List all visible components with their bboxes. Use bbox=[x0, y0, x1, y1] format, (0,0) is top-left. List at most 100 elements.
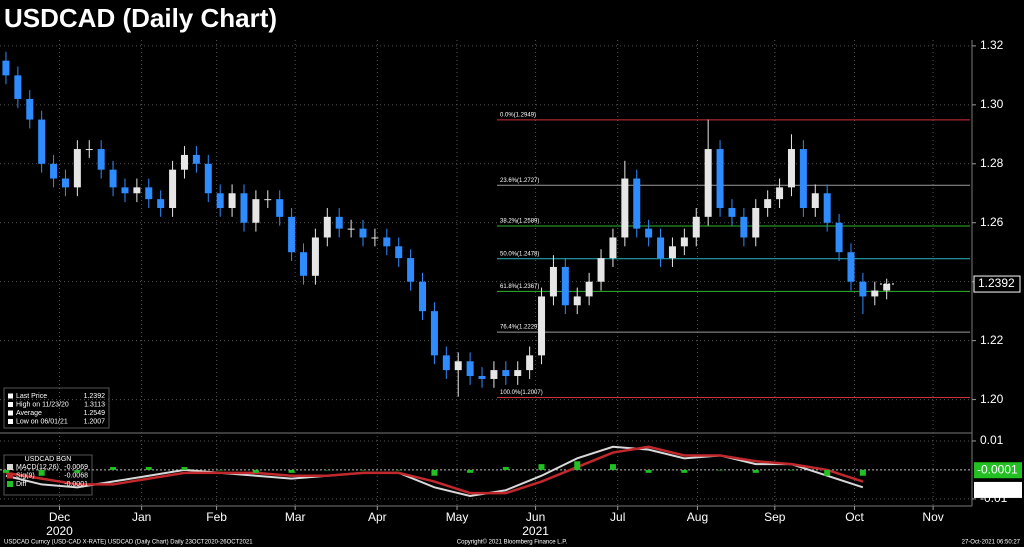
diff-bar bbox=[788, 469, 795, 471]
candle-body bbox=[466, 361, 474, 376]
candle-body bbox=[121, 187, 129, 194]
x-tick-label: May bbox=[446, 510, 469, 524]
footer-left: USDCAD Curncy (USD-CAD X-RATE) USDCAD (D… bbox=[4, 540, 253, 546]
stats-label: Average bbox=[16, 410, 42, 417]
candle-body bbox=[347, 228, 355, 230]
diff-bar bbox=[824, 469, 831, 476]
candle-body bbox=[585, 281, 593, 297]
candle-body bbox=[419, 281, 427, 312]
y-tick-label: 1.32 bbox=[980, 38, 1004, 52]
fib-label: 38.2%(1.2589) bbox=[500, 219, 539, 225]
legend-swatch bbox=[7, 481, 13, 487]
stats-marker bbox=[8, 402, 13, 407]
candle-body bbox=[538, 296, 546, 356]
candle-body bbox=[323, 216, 331, 238]
stats-value: 1.2549 bbox=[84, 410, 106, 417]
candle-body bbox=[728, 208, 736, 217]
diff-bar bbox=[502, 467, 509, 470]
diff-bar bbox=[2, 469, 9, 473]
macd-legend-title: USDCAD BGN bbox=[25, 456, 72, 463]
diff-bar bbox=[752, 469, 759, 473]
diff-bar bbox=[609, 464, 616, 470]
candle-body bbox=[73, 149, 81, 188]
fib-label: 76.4%(1.2229) bbox=[500, 325, 539, 331]
diff-bar bbox=[681, 469, 688, 473]
footer-center: Copyright© 2021 Bloomberg Finance L.P. bbox=[457, 539, 568, 546]
diff-bar bbox=[645, 469, 652, 473]
stats-value: 1.2007 bbox=[84, 418, 106, 425]
diff-bar bbox=[145, 467, 152, 470]
legend-swatch bbox=[7, 464, 13, 470]
candle-body bbox=[180, 154, 188, 170]
candle-body bbox=[109, 169, 117, 188]
candle-body bbox=[252, 199, 260, 223]
candle-body bbox=[740, 216, 748, 238]
diff-bar bbox=[717, 469, 724, 471]
candle-body bbox=[680, 237, 688, 247]
y-tick-label: 1.22 bbox=[980, 333, 1004, 347]
stats-box bbox=[3, 387, 110, 429]
candle-body bbox=[787, 149, 795, 188]
candle-body bbox=[61, 178, 69, 188]
diff-bar bbox=[181, 467, 188, 470]
diff-bar bbox=[217, 469, 224, 471]
candle-body bbox=[133, 187, 141, 194]
legend-label: Diff bbox=[16, 481, 26, 488]
year-label: 2020 bbox=[46, 524, 73, 538]
diff-bar bbox=[38, 469, 45, 476]
candle-body bbox=[97, 149, 105, 170]
candle-body bbox=[359, 228, 367, 238]
candle-body bbox=[502, 370, 510, 376]
last-value-label: -0.0001 bbox=[977, 462, 1018, 476]
candle-body bbox=[692, 216, 700, 238]
y-tick-label: 0.01 bbox=[980, 433, 1004, 447]
candle-body bbox=[847, 252, 855, 282]
diff-bar bbox=[859, 469, 866, 476]
x-tick-label: Sep bbox=[764, 510, 786, 524]
candle-body bbox=[514, 370, 522, 376]
candle-body bbox=[157, 199, 165, 208]
diff-bar bbox=[252, 469, 259, 473]
candle-body bbox=[145, 187, 153, 200]
x-tick-label: Mar bbox=[285, 510, 306, 524]
candle-body bbox=[335, 216, 343, 229]
candle-body bbox=[490, 370, 498, 379]
last-value-box bbox=[974, 481, 1022, 498]
x-tick-label: Jan bbox=[132, 510, 151, 524]
candle-body bbox=[526, 355, 534, 371]
y-tick-label: 1.28 bbox=[980, 156, 1004, 170]
candle-body bbox=[764, 199, 772, 208]
diff-bar bbox=[574, 461, 581, 470]
chart-title: USDCAD (Daily Chart) bbox=[4, 3, 277, 33]
fib-label: 50.0%(1.2478) bbox=[500, 251, 539, 257]
candle-body bbox=[799, 149, 807, 208]
x-tick-label: Nov bbox=[922, 510, 943, 524]
candle-body bbox=[645, 228, 653, 238]
candle-body bbox=[561, 266, 569, 306]
candle-body bbox=[478, 376, 486, 379]
footer-right: 27-Oct-2021 06:50:27 bbox=[962, 540, 1021, 546]
diff-bar bbox=[431, 469, 438, 476]
last-value-box bbox=[974, 462, 1022, 479]
candle-body bbox=[383, 237, 391, 247]
x-tick-label: Jul bbox=[610, 510, 625, 524]
candle-body bbox=[311, 237, 319, 276]
candle-body bbox=[371, 237, 379, 239]
last-value-label: -0.0069 bbox=[977, 482, 1018, 496]
legend-value: -0.0069 bbox=[64, 464, 88, 471]
fib-label: 61.8%(1.2367) bbox=[500, 284, 539, 290]
diff-bar bbox=[324, 469, 331, 471]
stats-label: Low on 06/01/21 bbox=[16, 418, 68, 425]
candle-body bbox=[633, 178, 641, 229]
candle-body bbox=[454, 361, 462, 371]
stats-label: High on 11/23/20 bbox=[16, 401, 69, 408]
legend-label: MACD(12,26) bbox=[16, 464, 59, 471]
macd-line bbox=[5, 445, 864, 495]
legend-value: -0.0001 bbox=[64, 481, 88, 488]
candle-body bbox=[776, 187, 784, 200]
candle-body bbox=[216, 193, 224, 208]
candle-body bbox=[2, 60, 10, 76]
candle-body bbox=[609, 237, 617, 259]
last-price-box bbox=[973, 275, 1021, 293]
